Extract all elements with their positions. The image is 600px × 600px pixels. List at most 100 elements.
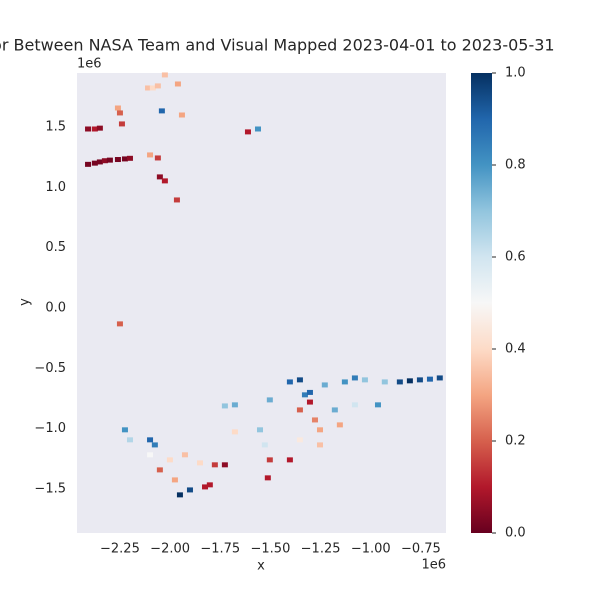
cell [261,442,268,448]
cell [147,152,154,158]
cell [416,377,423,383]
cell [256,427,263,433]
cell [186,487,193,493]
cell [406,378,413,384]
cell [161,178,168,184]
cell [286,457,293,463]
cell [206,482,213,488]
x-tick-label: −1.00 [351,542,391,557]
cell [254,126,261,132]
cell [296,437,303,443]
x-tick-label: −2.25 [100,542,140,557]
y-tick-label: −0.5 [34,361,66,376]
cell [286,379,293,385]
x-offset-label: 1e6 [421,558,446,573]
cell [174,81,181,87]
y-tick-label: −1.0 [34,421,66,436]
cell [114,105,121,111]
cell [301,392,308,398]
cell [296,407,303,413]
cell [266,457,273,463]
cell [176,492,183,498]
cell [156,467,163,473]
y-tick-label: 0.5 [45,240,66,255]
colorbar-tick-label: 0.6 [505,250,526,265]
colorbar [471,73,492,533]
cell [351,402,358,408]
cell [106,157,113,163]
cell [114,157,121,163]
cell [151,442,158,448]
plot-area [77,73,446,533]
cell [202,484,209,490]
cell [158,108,165,114]
cell [341,379,348,385]
cell [178,112,185,118]
cell [316,427,323,433]
cell [331,407,338,413]
cell [121,156,128,162]
cell [197,460,203,466]
cell [374,402,381,408]
colorbar-tick-label: 0.4 [505,342,526,357]
cell [121,427,128,433]
x-tick-label: −0.75 [401,542,441,557]
cell [85,161,92,167]
y-offset-label: 1e6 [77,57,102,72]
chart-title: Error Between NASA Team and Visual Mappe… [0,36,555,55]
x-axis-label: x [257,559,265,574]
cell [221,462,228,468]
cell [145,85,152,91]
colorbar-tick-label: 0.2 [505,434,526,449]
cell [85,126,92,132]
cell [296,377,303,383]
cell [231,402,238,408]
colorbar-tick-label: 0.8 [505,158,526,173]
cell [211,462,218,468]
cell [96,159,103,165]
y-tick-label: −1.5 [34,481,66,496]
x-tick-label: −2.00 [150,542,190,557]
cell [147,452,154,458]
cell [116,110,123,116]
cell [96,125,103,131]
x-tick-label: −1.75 [200,542,240,557]
cell [306,399,313,405]
y-tick-label: 1.0 [45,180,66,195]
cell [396,379,403,385]
cell [154,83,161,89]
colorbar-tick-label: 0.0 [505,526,526,541]
cell [321,382,328,388]
cell [126,155,133,161]
cell [166,457,173,463]
cell [147,437,154,443]
x-tick-label: −1.25 [301,542,341,557]
cell [126,437,133,443]
cell [231,429,238,435]
cell [181,452,188,458]
colorbar-tick-label: 1.0 [505,66,526,81]
cell [436,375,443,381]
cell [264,475,271,481]
cell [91,126,98,132]
cell [221,403,228,409]
y-tick-label: 1.5 [45,119,66,134]
cell [336,422,343,428]
cell [316,442,323,448]
cell [171,477,178,483]
cell [116,321,123,327]
cell [149,85,156,91]
cell [351,375,358,381]
cell [381,379,388,385]
cell [426,376,433,382]
cell [244,129,251,135]
cell [101,158,108,164]
cell [91,160,98,166]
cell [118,121,125,127]
y-axis-label: y [18,298,33,306]
y-tick-label: 0.0 [45,300,66,315]
cell [266,397,273,403]
cell [361,377,368,383]
